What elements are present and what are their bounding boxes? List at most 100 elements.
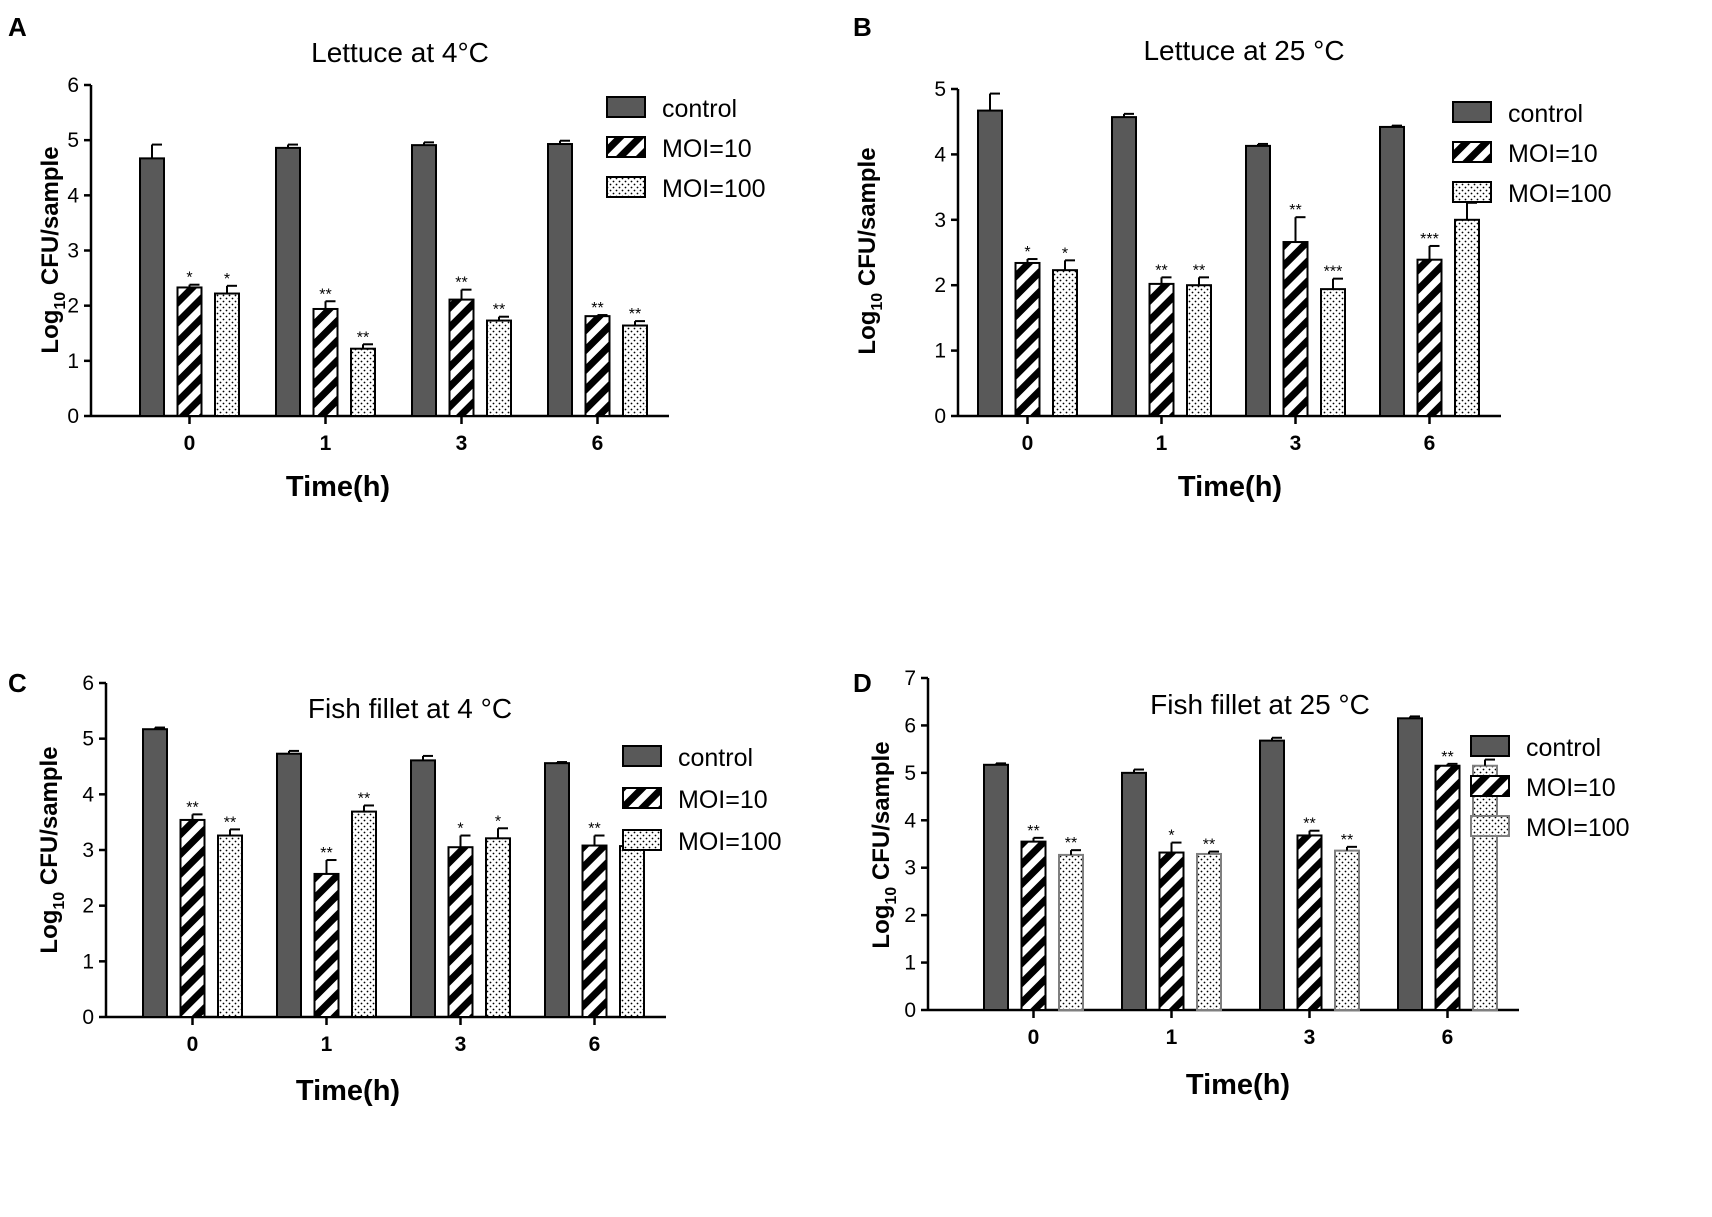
significance-label: ** [224,814,236,831]
legend: control MOI=10 MOI=100 [622,744,782,856]
legend-swatch-0 [1470,735,1510,757]
bar-moi10-1h [312,307,339,417]
bar-moi10-1h [1158,851,1185,1012]
legend-swatch-1 [622,787,662,809]
x-tick-label: 1 [1156,432,1168,455]
x-tick-label: 3 [455,1033,467,1056]
legend-swatch-2 [622,829,662,851]
x-tick-label: 6 [589,1033,601,1056]
y-tick-label: 4 [904,809,916,832]
legend-swatch-1 [1470,775,1510,797]
significance-label: ** [1027,823,1039,840]
significance-label: ** [357,329,369,346]
bar-moi100-3h [486,319,512,418]
bar-control-0h [139,157,165,417]
chart-title: Lettuce at 25 °C [1143,35,1344,66]
significance-label: * [1062,245,1068,262]
bar-moi10-1h [313,872,340,1018]
bar-control-3h [410,759,436,1018]
legend-swatch-2 [1470,815,1510,837]
y-tick-label: 4 [67,184,79,207]
y-tick-label: 6 [904,714,916,737]
y-axis-label-subscript: 10 [869,293,886,311]
significance-label: ** [629,306,641,323]
legend-label-1: MOI=10 [662,135,752,163]
legend-swatch-2 [606,176,646,198]
y-axis-label-base: Log [854,311,881,355]
y-axis-label-base: Log [37,310,64,354]
significance-label: *** [1420,231,1439,248]
significance-label: ** [591,300,603,317]
bar-moi10-3h [447,846,474,1019]
bar-control-0h [983,763,1009,1012]
chart-title: Fish fillet at 4 °C [308,693,512,724]
legend-swatch-0 [606,96,646,118]
bar-moi100-0h [214,292,240,417]
legend-swatch-2 [1452,181,1492,203]
bar-control-6h [1379,125,1405,417]
legend-label-0: control [1526,734,1601,762]
legend-label-2: MOI=100 [1508,180,1612,208]
bar-moi10-6h [584,315,611,418]
x-tick-label: 6 [592,432,604,455]
significance-label: ** [455,275,467,292]
y-tick-label: 0 [67,405,79,428]
x-tick-label: 0 [187,1033,199,1056]
y-tick-label: 3 [934,209,946,232]
x-tick-label: 1 [321,1033,333,1056]
legend: control MOI=10 MOI=100 [1470,734,1630,842]
bar-control-0h [977,109,1003,417]
y-tick-label: 1 [934,340,946,363]
bar-control-6h [1397,717,1423,1011]
y-axis-label-subscript: 10 [52,292,69,310]
x-tick-label: 0 [1028,1026,1040,1049]
chart-title: Fish fillet at 25 °C [1150,689,1370,720]
bar-moi100-1h [351,810,377,1019]
significance-label: ** [319,286,331,303]
bar-control-6h [544,762,570,1018]
y-axis-label: Log10 CFU/sample [868,741,900,948]
x-tick-label: 0 [1022,432,1034,455]
bar-moi100-3h [485,837,511,1018]
legend-label-0: control [1508,100,1583,128]
significance-label: ** [588,821,600,838]
bar-control-3h [1245,144,1271,417]
bar-moi10-1h [1148,282,1175,417]
y-tick-label: 1 [904,952,916,975]
legend-label-1: MOI=10 [678,786,768,814]
y-tick-label: 3 [904,857,916,880]
legend: control MOI=10 MOI=100 [606,95,766,203]
y-tick-label: 1 [67,350,79,373]
chart-title: Lettuce at 4°C [311,37,489,68]
y-tick-label: 6 [82,672,94,695]
y-tick-label: 4 [934,143,946,166]
bar-moi100-3h [1334,849,1360,1012]
legend-label-0: control [662,95,737,123]
x-tick-label: 6 [1442,1026,1454,1049]
significance-label: ** [320,845,332,862]
bar-moi10-6h [1434,764,1461,1011]
y-tick-label: 2 [67,295,79,318]
significance-label: ** [186,799,198,816]
bar-moi10-0h [176,286,203,417]
y-tick-label: 0 [934,405,946,428]
legend-label-0: control [678,744,753,772]
x-tick-label: 3 [1304,1026,1316,1049]
bar-moi100-6h [622,324,648,418]
bar-moi100-0h [217,834,243,1018]
x-axis-label: Time(h) [1186,1069,1290,1101]
panel-letter: C [8,668,27,698]
significance-label: * [495,813,501,830]
bar-control-3h [411,144,437,418]
x-axis-label: Time(h) [286,471,390,503]
legend: control MOI=10 MOI=100 [1452,100,1612,208]
bar-control-1h [275,146,301,417]
significance-label: ** [1203,837,1215,854]
significance-label: ** [1155,262,1167,279]
bar-moi100-0h [1052,269,1078,417]
